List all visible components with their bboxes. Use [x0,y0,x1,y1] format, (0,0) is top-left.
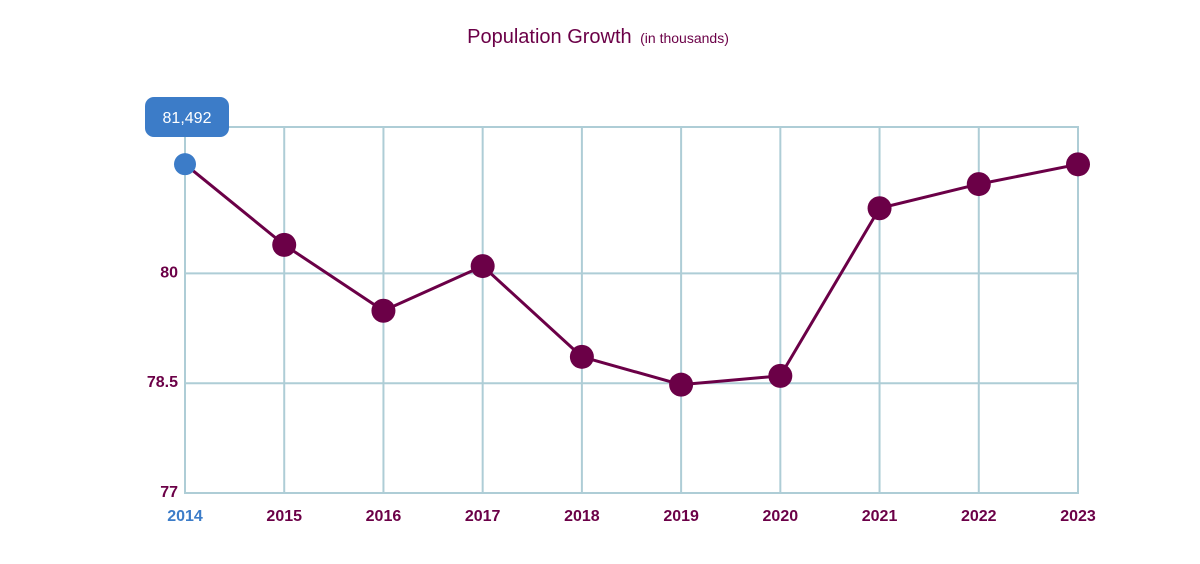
data-point[interactable] [669,372,694,397]
x-tick-label: 2014 [167,508,203,525]
series-line-layer [184,162,1079,387]
x-tick-label: 2021 [862,508,898,525]
x-tick-label: 2020 [763,508,799,525]
data-point[interactable] [1066,152,1090,177]
y-tick-label: 78.5 [147,374,178,391]
chart-title: Population Growth (in thousands) [467,26,729,48]
data-point[interactable] [966,172,991,197]
chart-subtitle: (in thousands) [640,30,729,46]
data-point[interactable] [272,232,297,257]
y-tick-label: 80 [160,264,178,281]
chart-title-main: Population Growth [467,26,632,48]
data-point[interactable] [569,344,594,369]
y-axis-ticks: 77 78.5 80 [147,264,178,501]
plot-border [184,126,1079,494]
data-point[interactable] [768,363,793,388]
grid [184,126,1079,494]
x-tick-label: 2017 [465,508,501,525]
x-tick-label: 2016 [366,508,402,525]
data-point[interactable] [470,254,495,279]
data-point[interactable] [174,153,196,176]
y-tick-label: 77 [160,484,178,501]
x-tick-label: 2022 [961,508,997,525]
x-axis-ticks: 2014 2015 2016 2017 2018 2019 2020 2021 2022 2023 [167,508,1096,525]
x-tick-label: 2015 [266,508,302,525]
series-line [184,162,1079,387]
x-tick-label: 2023 [1060,508,1096,525]
tooltip: 81,492 [145,97,229,137]
tooltip-box [145,97,229,137]
tooltip-value: 81,492 [163,110,212,127]
data-point[interactable] [867,196,892,221]
series-points-layer [174,152,1090,397]
x-tick-label: 2018 [564,508,600,525]
x-tick-label: 2019 [663,508,699,525]
data-point[interactable] [371,298,396,323]
